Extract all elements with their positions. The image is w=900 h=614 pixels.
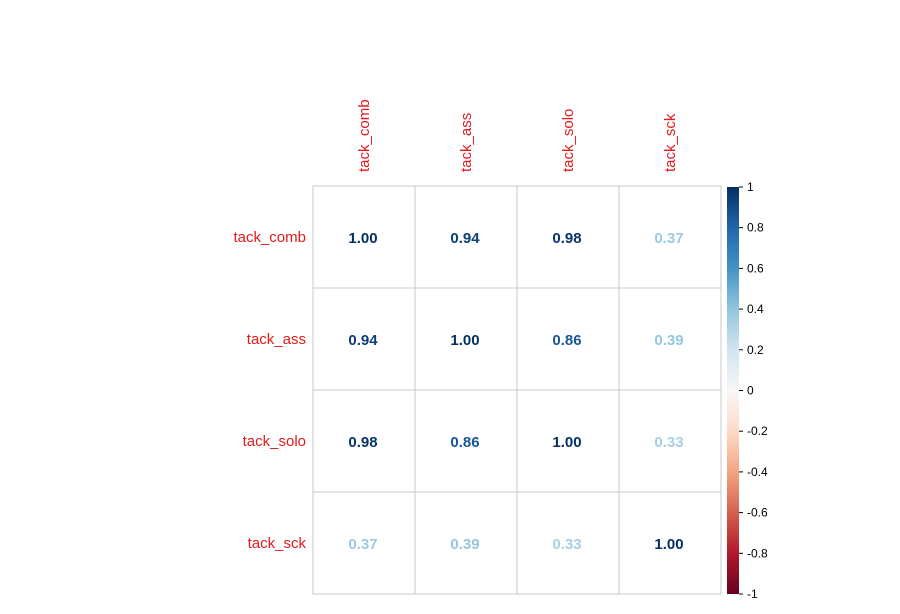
column-label-tack_solo: tack_solo <box>560 109 577 172</box>
colorbar-tick-label: -0.4 <box>747 465 768 479</box>
cell-value-tack_solo-tack_ass: 0.86 <box>450 434 479 451</box>
colorbar-tick-label: 0.6 <box>747 261 764 275</box>
cell-value-tack_comb-tack_ass: 0.94 <box>450 230 480 247</box>
column-label-tack_sck: tack_sck <box>662 113 679 172</box>
row-label-tack_sck: tack_sck <box>248 535 307 552</box>
row-labels: tack_comb tack_ass tack_solo tack_sck <box>233 229 306 552</box>
cell-value-tack_ass-tack_solo: 0.86 <box>552 332 581 349</box>
colorbar-tick-label: -0.2 <box>747 424 768 438</box>
cell-value-tack_solo-tack_solo: 1.00 <box>552 434 581 451</box>
colorbar-tick-label: -0.6 <box>747 506 768 520</box>
cell-value-tack_comb-tack_comb: 1.00 <box>348 230 377 247</box>
cell-value-tack_solo-tack_comb: 0.98 <box>348 434 377 451</box>
cell-value-tack_sck-tack_comb: 0.37 <box>348 536 377 553</box>
colorbar-gradient <box>727 187 739 594</box>
column-label-tack_ass: tack_ass <box>458 113 475 172</box>
cell-value-tack_ass-tack_comb: 0.94 <box>348 332 378 349</box>
colorbar-tick-label: -1 <box>747 587 758 601</box>
colorbar-tick-label: -0.8 <box>747 546 768 560</box>
row-label-tack_ass: tack_ass <box>247 331 306 348</box>
column-labels: tack_comb tack_ass tack_solo tack_sck <box>356 99 679 172</box>
cell-value-tack_sck-tack_sck: 1.00 <box>654 536 683 553</box>
colorbar-tick-label: 0.2 <box>747 343 764 357</box>
cell-value-tack_solo-tack_sck: 0.33 <box>654 434 683 451</box>
colorbar-tick-label: 0 <box>747 384 754 398</box>
row-label-tack_comb: tack_comb <box>233 229 306 246</box>
matrix-values: 1.00 0.94 0.98 0.37 0.94 1.00 0.86 0.39 0.98 0.86… <box>348 230 683 553</box>
colorbar-tick-label: 1 <box>747 180 754 194</box>
cell-value-tack_comb-tack_sck: 0.37 <box>654 230 683 247</box>
cell-value-tack_sck-tack_ass: 0.39 <box>450 536 479 553</box>
row-label-tack_solo: tack_solo <box>243 433 306 450</box>
cell-value-tack_comb-tack_solo: 0.98 <box>552 230 581 247</box>
colorbar-tick-label: 0.4 <box>747 302 764 316</box>
cell-value-tack_sck-tack_solo: 0.33 <box>552 536 581 553</box>
cell-value-tack_ass-tack_ass: 1.00 <box>450 332 479 349</box>
colorbar: 1 0.8 0.6 0.4 0.2 0 -0.2 -0.4 -0.6 -0.8 -1 <box>727 180 768 601</box>
matrix-grid <box>312 185 722 595</box>
column-label-tack_comb: tack_comb <box>356 99 373 172</box>
colorbar-tick-label: 0.8 <box>747 221 764 235</box>
cell-value-tack_ass-tack_sck: 0.39 <box>654 332 683 349</box>
